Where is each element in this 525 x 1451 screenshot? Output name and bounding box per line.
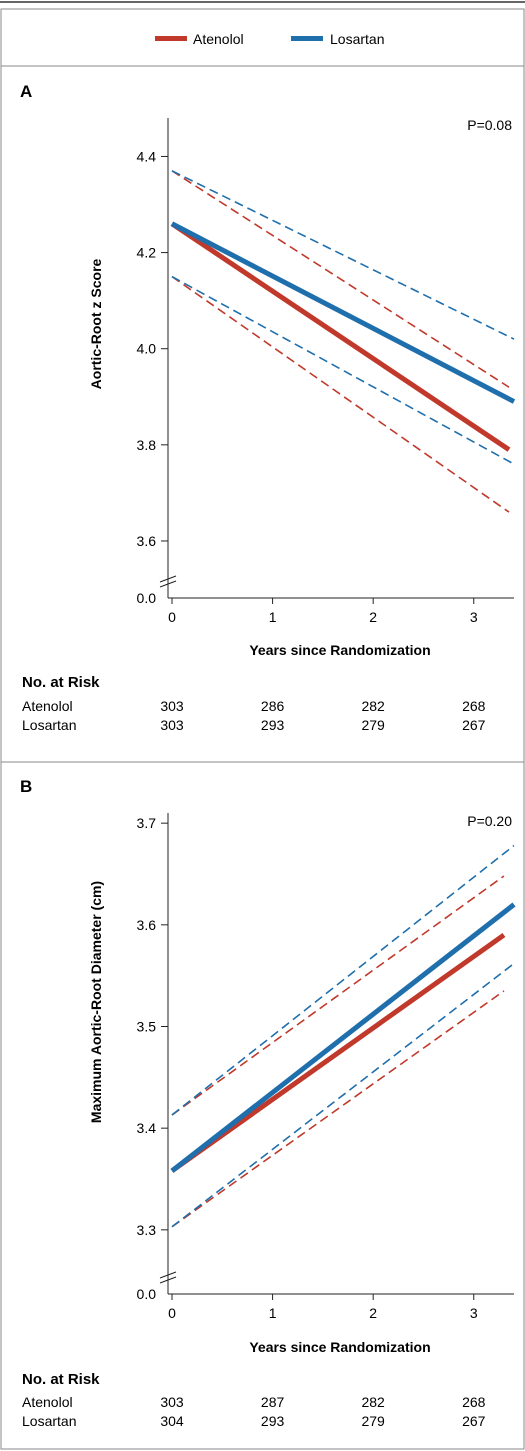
risk-value-losartan-a: 279 [361, 717, 385, 733]
y-tick-label-a: 3.6 [137, 533, 157, 549]
y-tick-label-b: 3.7 [137, 815, 157, 831]
panel-label-b: B [20, 777, 32, 796]
risk-value-losartan-b: 267 [462, 1413, 486, 1429]
y-tick-label-a: 4.2 [137, 245, 157, 261]
risk-value-atenolol-b: 282 [361, 1394, 385, 1410]
risk-value-losartan-b: 293 [261, 1413, 285, 1429]
ci-upper-atenolol-b [171, 875, 505, 1116]
risk-table-title-a: No. at Risk [22, 674, 100, 691]
y-tick-label-b: 3.6 [137, 917, 157, 933]
ci-upper-losartan-a [171, 170, 515, 340]
x-tick-label-a: 2 [369, 609, 377, 625]
risk-value-losartan-a: 293 [261, 717, 285, 733]
panel-a: A P=0.08 Aortic-Root z Score Years since… [20, 82, 516, 733]
y-tick-label-a: 4.0 [137, 341, 157, 357]
axis-break-b [159, 1271, 177, 1284]
risk-row-label-losartan-b: Losartan [22, 1413, 76, 1429]
panel-b: B P=0.20 Maximum Aortic-Root Diameter (c… [20, 777, 516, 1429]
ci-upper-losartan-b [171, 844, 515, 1116]
x-tick-label-b: 2 [369, 1305, 377, 1321]
risk-row-label-losartan-a: Losartan [22, 717, 76, 733]
y-axis-label-a: Aortic-Root z Score [88, 258, 104, 389]
x-tick-label-a: 3 [470, 609, 478, 625]
risk-value-losartan-a: 303 [160, 717, 184, 733]
x-axis-b: 0 1 2 3 [168, 1293, 514, 1321]
risk-table-a: No. at Risk Atenolol Losartan 303 286 282 2… [22, 674, 486, 733]
ci-lower-atenolol-b [171, 990, 505, 1228]
ci-lower-atenolol-a [171, 275, 510, 513]
y-axis-a: 3.6 3.8 4.0 4.2 4.4 0.0 [137, 118, 177, 606]
risk-value-losartan-b: 279 [361, 1413, 385, 1429]
legend-label-losartan: Losartan [330, 31, 384, 47]
series-line-losartan-b [170, 902, 516, 1173]
p-value-b: P=0.20 [467, 813, 512, 829]
x-axis-a: 0 1 2 3 [168, 597, 514, 625]
legend-swatch-losartan [291, 36, 323, 41]
x-axis-label-b: Years since Randomization [249, 1339, 430, 1355]
y-axis-b: 3.3 3.4 3.5 3.6 3.7 0.0 [137, 813, 177, 1302]
risk-value-atenolol-b: 287 [261, 1394, 285, 1410]
legend-item-atenolol: Atenolol [155, 31, 244, 47]
risk-value-atenolol-a: 286 [261, 698, 285, 714]
plot-area-b [170, 844, 516, 1228]
series-line-atenolol-b [170, 932, 506, 1173]
series-line-atenolol-a [170, 221, 511, 452]
risk-value-atenolol-a: 268 [462, 698, 486, 714]
risk-row-label-atenolol-b: Atenolol [22, 1394, 73, 1410]
ci-lower-losartan-a [171, 275, 515, 465]
x-tick-label-b: 3 [470, 1305, 478, 1321]
x-tick-label-a: 0 [168, 609, 176, 625]
risk-value-losartan-b: 304 [160, 1413, 184, 1429]
risk-value-atenolol-a: 282 [361, 698, 385, 714]
p-value-a: P=0.08 [467, 117, 512, 133]
x-tick-label-b: 1 [269, 1305, 277, 1321]
risk-value-atenolol-b: 303 [160, 1394, 184, 1410]
risk-table-b: No. at Risk Atenolol Losartan 303 287 282 2… [22, 1371, 486, 1429]
y-tick-label-a: 4.4 [137, 148, 157, 164]
ci-lower-losartan-b [171, 962, 515, 1228]
plot-area-a [170, 170, 516, 513]
axis-break-a [159, 575, 177, 588]
risk-value-atenolol-a: 303 [160, 698, 184, 714]
y-axis-break-label-b: 0.0 [137, 1286, 157, 1302]
y-axis-label-b: Maximum Aortic-Root Diameter (cm) [88, 881, 104, 1123]
series-line-losartan-a [170, 221, 516, 404]
risk-value-losartan-a: 267 [462, 717, 486, 733]
legend-label-atenolol: Atenolol [193, 31, 244, 47]
figure-frame [0, 8, 525, 1450]
risk-table-title-b: No. at Risk [22, 1371, 100, 1388]
legend: Atenolol Losartan [155, 31, 384, 47]
panel-label-a: A [20, 82, 32, 101]
x-axis-label-a: Years since Randomization [249, 642, 430, 658]
x-tick-label-b: 0 [168, 1305, 176, 1321]
y-axis-break-label-a: 0.0 [137, 590, 157, 606]
risk-row-label-atenolol-a: Atenolol [22, 698, 73, 714]
legend-swatch-atenolol [155, 36, 187, 41]
y-tick-label-b: 3.3 [137, 1222, 157, 1238]
legend-item-losartan: Losartan [291, 31, 384, 47]
y-tick-label-b: 3.5 [137, 1019, 157, 1035]
risk-value-atenolol-b: 268 [462, 1394, 486, 1410]
y-tick-label-b: 3.4 [137, 1120, 157, 1136]
y-tick-label-a: 3.8 [137, 437, 157, 453]
ci-upper-atenolol-a [171, 170, 510, 388]
x-tick-label-a: 1 [269, 609, 277, 625]
